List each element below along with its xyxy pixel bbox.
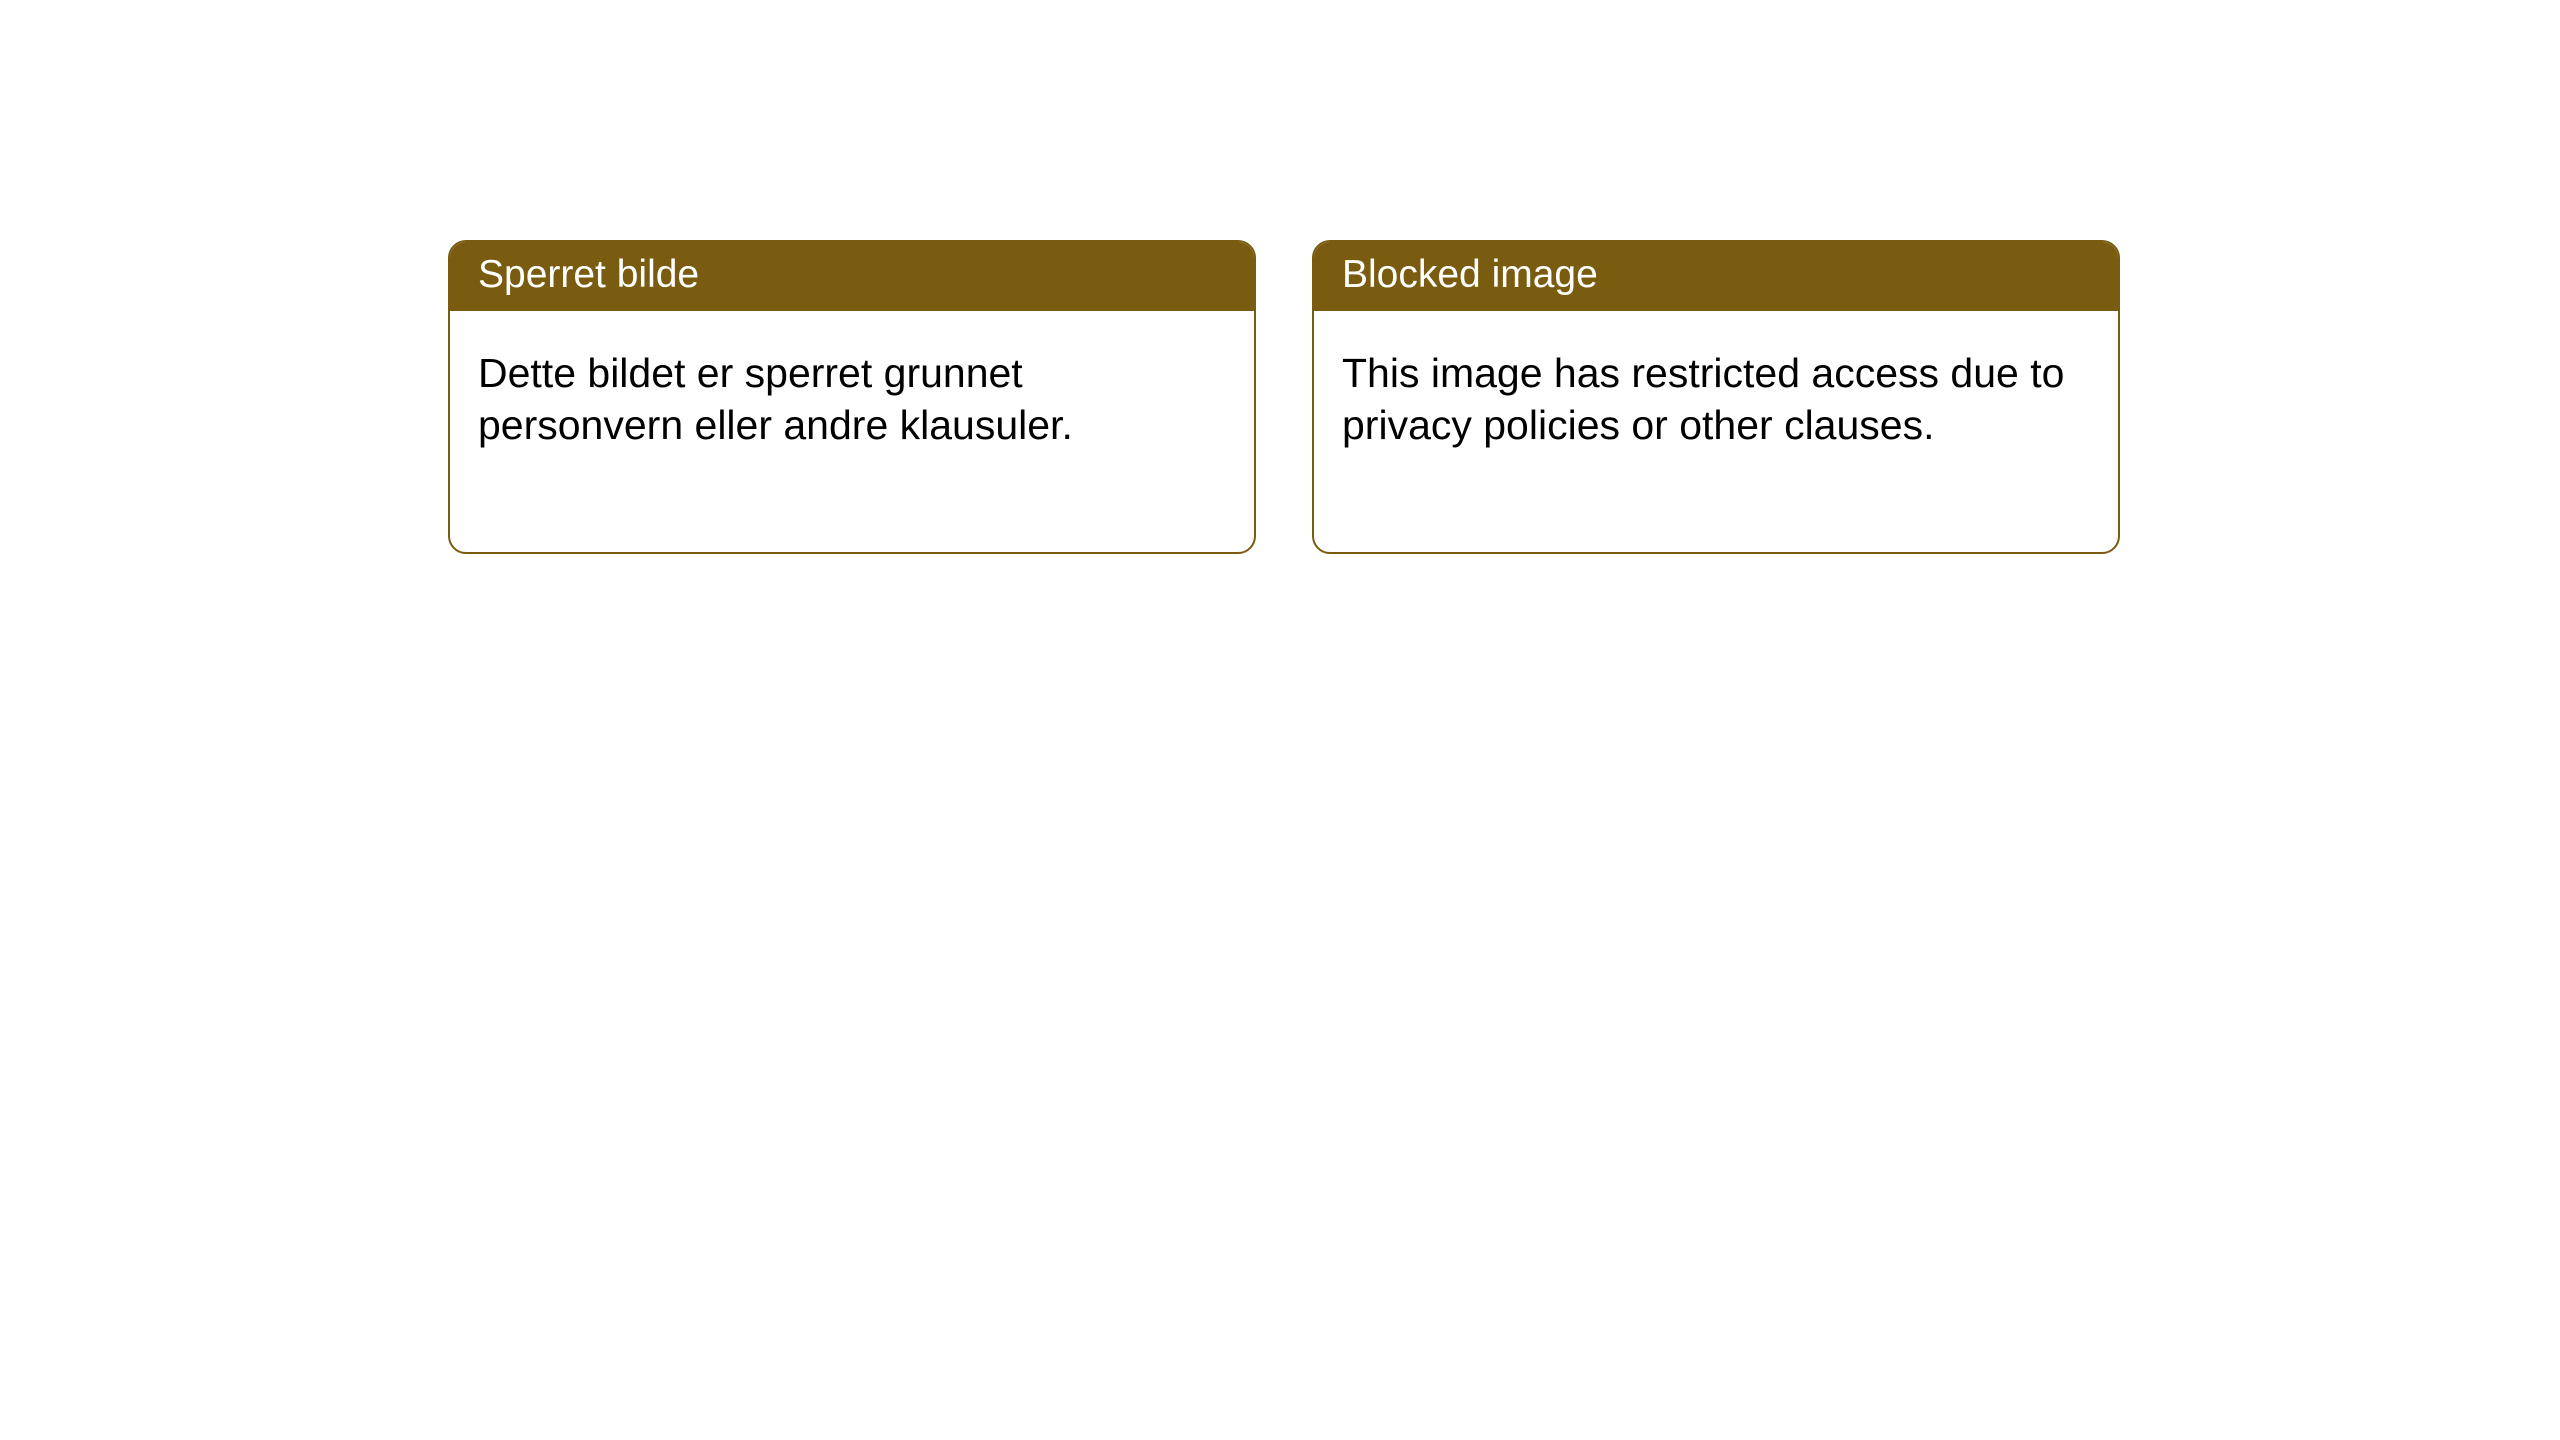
notice-body-no: Dette bildet er sperret grunnet personve… [450,311,1254,552]
notice-card-no: Sperret bilde Dette bildet er sperret gr… [448,240,1256,554]
notice-card-en: Blocked image This image has restricted … [1312,240,2120,554]
notice-header-no: Sperret bilde [450,242,1254,311]
notice-header-en: Blocked image [1314,242,2118,311]
notice-cards-container: Sperret bilde Dette bildet er sperret gr… [448,240,2560,554]
notice-body-en: This image has restricted access due to … [1314,311,2118,552]
